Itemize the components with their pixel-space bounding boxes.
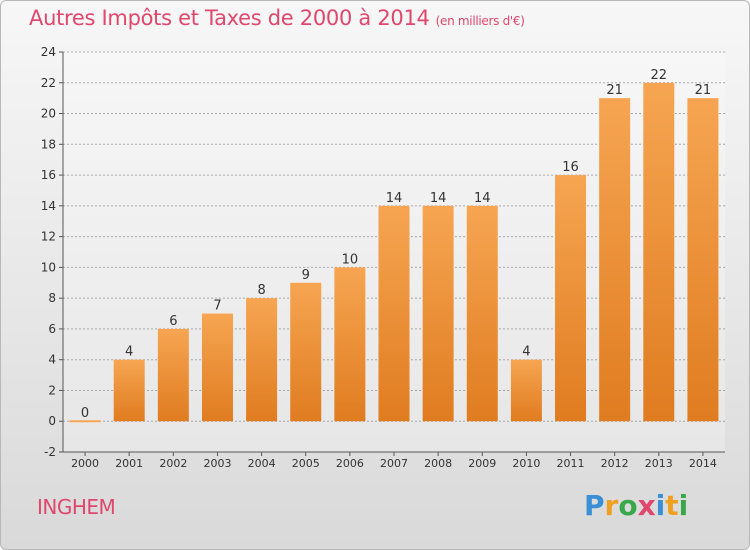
data-label-2005: 9 <box>302 268 310 283</box>
chart-title-text: Autres Impôts et Taxes de 2000 à 2014 <box>29 6 430 30</box>
data-label-2002: 6 <box>169 314 177 329</box>
x-tick-label-2004: 2004 <box>248 457 276 470</box>
y-tick-label: 4 <box>48 353 56 367</box>
y-tick-label: 18 <box>41 137 56 151</box>
data-label-2001: 4 <box>125 345 133 360</box>
data-label-2003: 7 <box>213 299 221 314</box>
data-label-2004: 8 <box>257 283 265 298</box>
proxiti-logo: Proxiti <box>584 489 688 522</box>
chart-subtitle: (en milliers d'€) <box>435 14 525 28</box>
data-label-2011: 16 <box>562 160 579 175</box>
logo-letter: i <box>655 489 666 522</box>
y-tick-label: 14 <box>41 199 56 213</box>
bar-2001 <box>113 359 145 422</box>
bar-chart: -202468101214161820222402000420016200272… <box>41 45 725 470</box>
x-tick-label-2012: 2012 <box>601 457 629 470</box>
data-label-2006: 10 <box>342 252 359 267</box>
data-label-2007: 14 <box>386 191 403 206</box>
y-tick-label: 24 <box>41 45 56 59</box>
y-tick-label: 12 <box>41 230 56 244</box>
logo-letter: i <box>678 489 689 522</box>
x-tick-label-2000: 2000 <box>71 457 99 470</box>
bar-2012 <box>599 98 631 422</box>
x-tick-label-2011: 2011 <box>557 457 585 470</box>
x-tick-label-2013: 2013 <box>645 457 673 470</box>
data-label-2013: 22 <box>651 68 668 83</box>
bar-2009 <box>466 205 498 422</box>
y-tick-label: 22 <box>41 76 56 90</box>
data-label-2009: 14 <box>474 191 491 206</box>
bar-2004 <box>246 298 278 422</box>
x-tick-label-2009: 2009 <box>468 457 496 470</box>
x-tick-label-2014: 2014 <box>689 457 717 470</box>
bar-2008 <box>422 205 454 422</box>
x-tick-label-2005: 2005 <box>292 457 320 470</box>
bar-2003 <box>201 313 233 422</box>
data-label-2010: 4 <box>522 345 530 360</box>
bar-2002 <box>157 328 189 422</box>
bar-2007 <box>378 205 410 422</box>
data-label-2008: 14 <box>430 191 447 206</box>
bar-2010 <box>510 359 542 422</box>
bar-2013 <box>643 82 675 422</box>
bar-2006 <box>334 267 366 422</box>
y-tick-label: 6 <box>48 322 56 336</box>
x-tick-label-2007: 2007 <box>380 457 408 470</box>
y-tick-label: 16 <box>41 168 56 182</box>
y-tick-label: 20 <box>41 107 56 121</box>
x-tick-label-2003: 2003 <box>203 457 231 470</box>
bar-2011 <box>555 175 587 422</box>
chart-title: Autres Impôts et Taxes de 2000 à 2014 (en… <box>29 6 525 30</box>
bar-2014 <box>687 98 719 422</box>
y-tick-label: -2 <box>44 445 56 459</box>
y-tick-label: 10 <box>41 260 56 274</box>
data-label-2000: 0 <box>81 406 89 421</box>
x-tick-label-2001: 2001 <box>115 457 143 470</box>
y-tick-label: 8 <box>48 291 56 305</box>
x-tick-label-2008: 2008 <box>424 457 452 470</box>
x-tick-label-2002: 2002 <box>159 457 187 470</box>
logo-letter: P <box>584 489 605 522</box>
entity-name: INGHEM <box>37 495 116 519</box>
y-tick-label: 0 <box>48 414 56 428</box>
x-tick-label-2006: 2006 <box>336 457 364 470</box>
logo-letter: t <box>665 489 679 522</box>
logo-letter: x <box>637 489 656 522</box>
y-tick-label: 2 <box>48 383 56 397</box>
logo-letter: o <box>618 489 638 522</box>
data-label-2012: 21 <box>606 83 623 98</box>
x-tick-label-2010: 2010 <box>512 457 540 470</box>
bar-2005 <box>290 282 322 422</box>
logo-letter: r <box>604 489 619 522</box>
data-label-2014: 21 <box>695 83 712 98</box>
